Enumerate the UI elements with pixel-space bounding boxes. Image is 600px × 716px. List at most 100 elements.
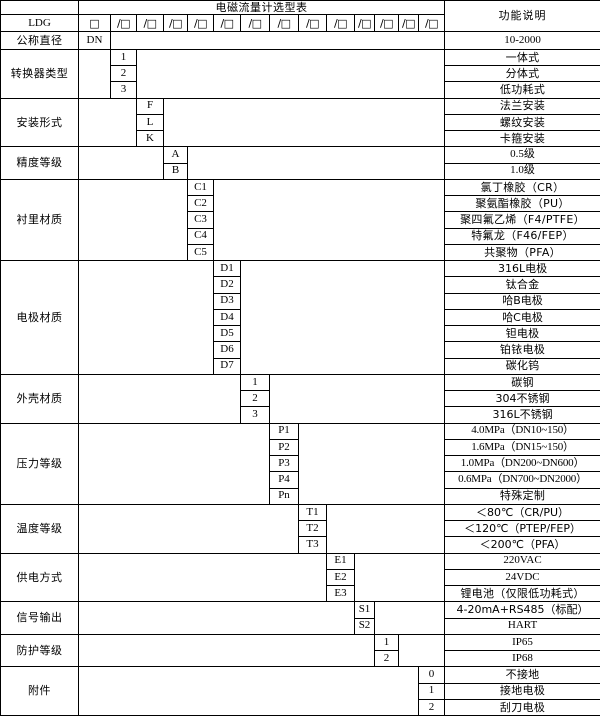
code-nominal-diameter[interactable]: DN [78, 31, 111, 50]
spacer-signal-right [373, 601, 446, 635]
desc-liner-material-5: 共聚物（PFA） [444, 243, 600, 262]
desc-signal-output-1: 4-20mA+RS485（标配） [444, 601, 600, 619]
code-box-13[interactable]: /□ [417, 14, 446, 33]
code-converter-type-2[interactable]: 2 [110, 64, 137, 83]
code-electrode-material-3[interactable]: D3 [213, 292, 241, 310]
desc-signal-output-2: HART [444, 617, 600, 635]
code-shell-material-2[interactable]: 2 [240, 389, 270, 408]
spacer-converter-type [135, 48, 446, 99]
row-label-protection-grade: 防护等级 [0, 633, 79, 668]
code-box-11[interactable]: /□ [374, 14, 399, 33]
code-power-supply-2[interactable]: E2 [326, 568, 355, 587]
code-electrode-material-4[interactable]: D4 [213, 308, 241, 327]
desc-pressure-grade-2: 1.6MPa（DN15~150） [444, 438, 600, 457]
code-box-8[interactable]: /□ [298, 14, 327, 33]
code-box-12[interactable]: /□ [398, 14, 419, 33]
row-label-electrode-material: 电极材质 [0, 260, 79, 375]
row-label-liner-material: 衬里材质 [0, 178, 79, 262]
code-box-7[interactable]: /□ [269, 14, 299, 33]
code-pressure-grade-5[interactable]: Pn [269, 487, 299, 505]
code-power-supply-1[interactable]: E1 [326, 552, 355, 570]
table-title: 电磁流量计选型表 [77, 0, 446, 16]
desc-electrode-material-5: 钽电极 [444, 324, 600, 343]
code-shell-material-3[interactable]: 3 [240, 406, 270, 424]
spacer-temperature-left [78, 503, 299, 554]
spacer-accuracy-right [186, 146, 446, 180]
code-temperature-grade-3[interactable]: T3 [298, 536, 327, 554]
code-accessory-2[interactable]: 1 [417, 682, 446, 700]
desc-accessory-2: 接地电极 [444, 682, 600, 700]
row-label-power-supply: 供电方式 [0, 552, 79, 603]
spacer-protection-left [78, 633, 375, 668]
desc-electrode-material-3: 哈B电极 [444, 292, 600, 310]
code-liner-material-2[interactable]: C2 [187, 194, 214, 213]
code-accessory-1[interactable]: 0 [417, 666, 446, 684]
spacer-power-right [353, 552, 446, 603]
code-liner-material-1[interactable]: C1 [187, 178, 214, 197]
desc-electrode-material-1: 316L电极 [444, 259, 600, 278]
code-converter-type-3[interactable]: 3 [110, 81, 137, 99]
row-label-temperature-grade: 温度等级 [0, 503, 79, 554]
code-electrode-material-2[interactable]: D2 [213, 276, 241, 294]
row-label-accessory: 附件 [0, 666, 79, 716]
code-signal-output-1[interactable]: S1 [354, 601, 375, 619]
code-accuracy-grade-1[interactable]: A [163, 146, 188, 164]
code-electrode-material-7[interactable]: D7 [213, 357, 241, 375]
code-shell-material-1[interactable]: 1 [240, 373, 270, 392]
desc-liner-material-3: 聚四氟乙烯（F4/PTFE） [444, 211, 600, 229]
code-pressure-grade-2[interactable]: P2 [269, 438, 299, 457]
spacer-accessory-left [78, 666, 419, 716]
code-box-1[interactable]: /□ [110, 14, 137, 33]
code-box-3[interactable]: /□ [163, 14, 188, 33]
spacer-power-left [78, 552, 327, 603]
code-box-4[interactable]: /□ [187, 14, 214, 33]
code-box-0[interactable]: □ [78, 14, 111, 33]
code-protection-grade-2[interactable]: 2 [374, 649, 399, 668]
desc-electrode-material-6: 铂铱电极 [444, 341, 600, 359]
code-temperature-grade-1[interactable]: T1 [298, 503, 327, 522]
code-install-form-2[interactable]: L [136, 113, 164, 132]
code-accessory-3[interactable]: 2 [417, 698, 446, 716]
code-box-2[interactable]: /□ [136, 14, 164, 33]
code-temperature-grade-2[interactable]: T2 [298, 519, 327, 538]
code-box-10[interactable]: /□ [354, 14, 375, 33]
desc-protection-grade-2: IP68 [444, 649, 600, 668]
title-spacer-left [0, 0, 79, 16]
desc-accessory-3: 刮刀电极 [444, 698, 600, 716]
desc-accuracy-grade-2: 1.0级 [444, 162, 600, 180]
code-box-9[interactable]: /□ [326, 14, 355, 33]
desc-accessory-1: 不接地 [444, 666, 600, 684]
code-pressure-grade-1[interactable]: P1 [269, 422, 299, 440]
spacer-electrode-left [78, 260, 214, 375]
spacer-install-right [162, 97, 446, 148]
code-box-5[interactable]: /□ [213, 14, 241, 33]
spacer-protection-right [397, 633, 446, 668]
code-accuracy-grade-2[interactable]: B [163, 162, 188, 180]
code-signal-output-2[interactable]: S2 [354, 617, 375, 635]
code-install-form-1[interactable]: F [136, 97, 164, 115]
spacer-pressure-left [78, 422, 270, 505]
desc-converter-type-2: 分体式 [444, 64, 600, 83]
code-liner-material-4[interactable]: C4 [187, 227, 214, 245]
code-electrode-material-1[interactable]: D1 [213, 259, 241, 278]
code-converter-type-1[interactable]: 1 [110, 48, 137, 67]
desc-protection-grade-1: IP65 [444, 633, 600, 652]
desc-install-form-2: 螺纹安装 [444, 113, 600, 132]
code-liner-material-3[interactable]: C3 [187, 211, 214, 229]
spacer-accuracy-left [78, 146, 164, 180]
code-electrode-material-6[interactable]: D6 [213, 341, 241, 359]
desc-pressure-grade-3: 1.0MPa（DN200~DN600） [444, 454, 600, 473]
desc-liner-material-2: 聚氨酯橡胶（PU） [444, 194, 600, 213]
code-liner-material-5[interactable]: C5 [187, 243, 214, 262]
code-electrode-material-5[interactable]: D5 [213, 324, 241, 343]
desc-temperature-grade-1: ＜80℃（CR/PU） [444, 503, 600, 522]
code-power-supply-3[interactable]: E3 [326, 584, 355, 603]
code-protection-grade-1[interactable]: 1 [374, 633, 399, 652]
code-pressure-grade-4[interactable]: P4 [269, 471, 299, 489]
spacer-nominal-diameter [109, 31, 446, 50]
code-box-6[interactable]: /□ [240, 14, 270, 33]
code-pressure-grade-3[interactable]: P3 [269, 454, 299, 473]
code-install-form-3[interactable]: K [136, 129, 164, 148]
desc-liner-material-1: 氯丁橡胶（CR） [444, 178, 600, 197]
